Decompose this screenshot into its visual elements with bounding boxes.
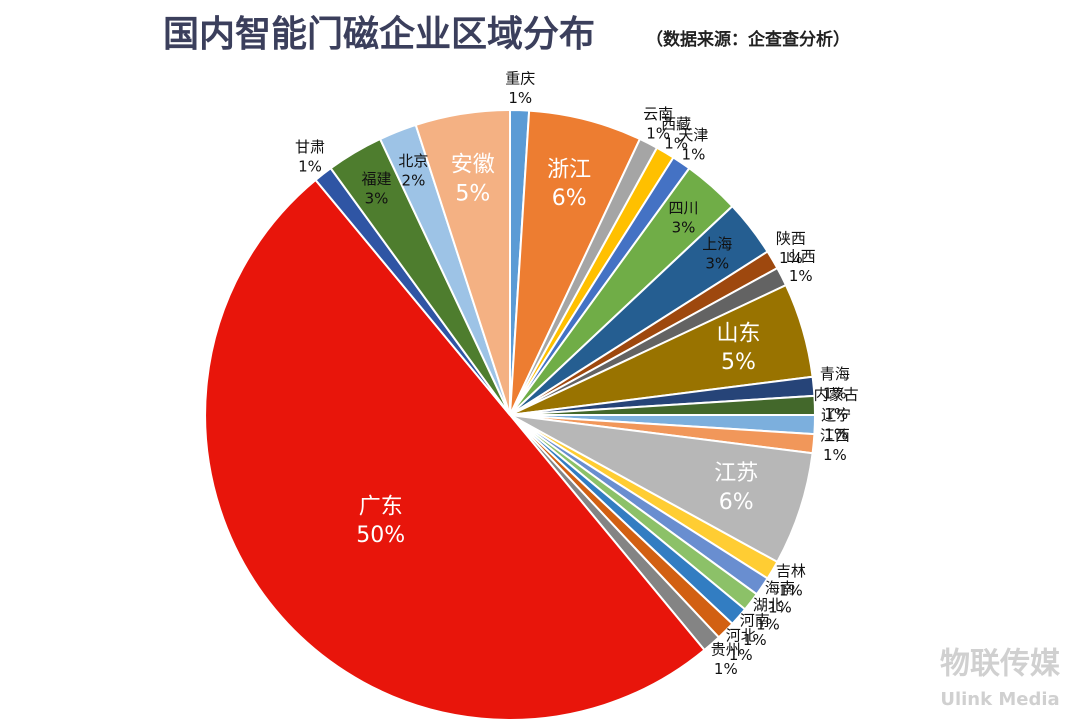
slice-value: 1% (743, 631, 767, 649)
slice-name: 江西 (820, 426, 850, 444)
slice-value: 5% (721, 350, 756, 375)
slice-label: 江苏 6% (714, 461, 758, 515)
watermark: Ulink Media (940, 689, 1059, 710)
slice-value: 6% (719, 490, 754, 515)
slice-name: 贵州 (711, 641, 741, 659)
slice-value: 1% (756, 615, 780, 633)
pie-slice (204, 178, 706, 721)
slice-name: 浙江 (547, 157, 591, 182)
slice-label: 青海 1% (820, 365, 850, 403)
slice-name: 陕西 (776, 230, 806, 248)
slice-name: 山东 (716, 321, 760, 346)
slice-label: 浙江 6% (547, 157, 591, 211)
slice-label: 海南 1% (765, 579, 795, 617)
slice-name: 湖北 (753, 596, 783, 614)
slice-name: 甘肃 (295, 138, 325, 156)
slice-value: 1% (823, 446, 847, 464)
slice-name: 云南 (643, 105, 673, 123)
slice-value: 1% (508, 89, 532, 107)
slice-value: 1% (298, 157, 322, 175)
slice-value: 3% (365, 189, 389, 207)
slice-name: 天津 (678, 126, 708, 144)
slice-name: 山西 (786, 248, 816, 266)
slice-name: 青海 (820, 365, 850, 383)
slice-value: 3% (705, 254, 729, 272)
slice-value: 1% (824, 426, 848, 444)
chart-subtitle: （数据来源：企查查分析） (646, 29, 850, 50)
slice-label: 河北1% (726, 627, 756, 665)
slice-name: 内蒙古 (814, 385, 859, 403)
slice-value: 1% (779, 581, 803, 599)
slice-name: 江苏 (714, 461, 758, 486)
slice-value: 3% (672, 218, 696, 236)
slice-label: 辽宁1% (821, 406, 851, 444)
slice-name: 河南 (740, 612, 770, 630)
slice-label: 重庆1% (505, 70, 535, 108)
slice-value: 1% (779, 249, 803, 267)
slice-name: 福建 (361, 170, 391, 188)
slice-value: 1% (729, 646, 753, 664)
slice-value: 6% (552, 186, 587, 211)
slice-label: 西藏1% (661, 115, 691, 152)
slice-label: 山东 5% (716, 321, 760, 375)
slice-name: 四川 (668, 199, 698, 217)
slice-value: 1% (823, 385, 847, 403)
slice-label: 江西1% (820, 426, 850, 464)
slice-name: 海南 (765, 579, 795, 597)
slice-name: 安徽 (451, 153, 495, 178)
slice-label: 陕西1% (776, 230, 806, 268)
slice-name: 北京 (398, 152, 428, 170)
slice-label: 云南1% (643, 105, 673, 142)
slice-value: 1% (824, 405, 848, 423)
pie-slice (414, 108, 511, 416)
chart-title: 国内智能门磁企业区域分布 (163, 13, 595, 55)
slice-label: 吉林1% (776, 562, 806, 600)
slice-value: 50% (356, 523, 405, 548)
slice-name: 重庆 (505, 70, 535, 88)
slice-label: 安徽 5% (451, 153, 495, 207)
slice-name: 广东 (359, 495, 403, 520)
slice-value: 1% (789, 267, 813, 285)
slice-label: 山西1% (786, 248, 816, 286)
slice-label: 福建3% (361, 170, 391, 208)
slice-label: 湖北1% (753, 596, 783, 634)
slice-name: 上海 (702, 235, 732, 253)
slice-label: 河南1% (740, 612, 770, 650)
slice-label: 贵州1% (711, 641, 741, 679)
slice-value: 1% (646, 124, 670, 142)
slice-name: 吉林 (776, 562, 806, 580)
slice-label: 上海3% (702, 235, 732, 272)
slice-value: 1% (768, 599, 792, 617)
slice-value: 1% (714, 660, 738, 678)
slice-label: 北京2% (398, 152, 428, 190)
slice-name: 西藏 (661, 115, 691, 133)
slice-label: 天津1% (678, 126, 708, 164)
slice-name: 辽宁 (821, 406, 851, 424)
slice-value: 1% (664, 134, 688, 152)
slice-value: 1% (682, 145, 706, 163)
slice-label: 广东 50% (356, 495, 405, 549)
slice-value: 2% (402, 171, 426, 189)
watermark: 物联传媒 (940, 647, 1061, 682)
slice-label: 甘肃1% (295, 138, 325, 176)
slice-label: 四川3% (668, 199, 698, 237)
slice-value: 5% (455, 181, 490, 206)
slice-name: 河北 (726, 627, 756, 645)
